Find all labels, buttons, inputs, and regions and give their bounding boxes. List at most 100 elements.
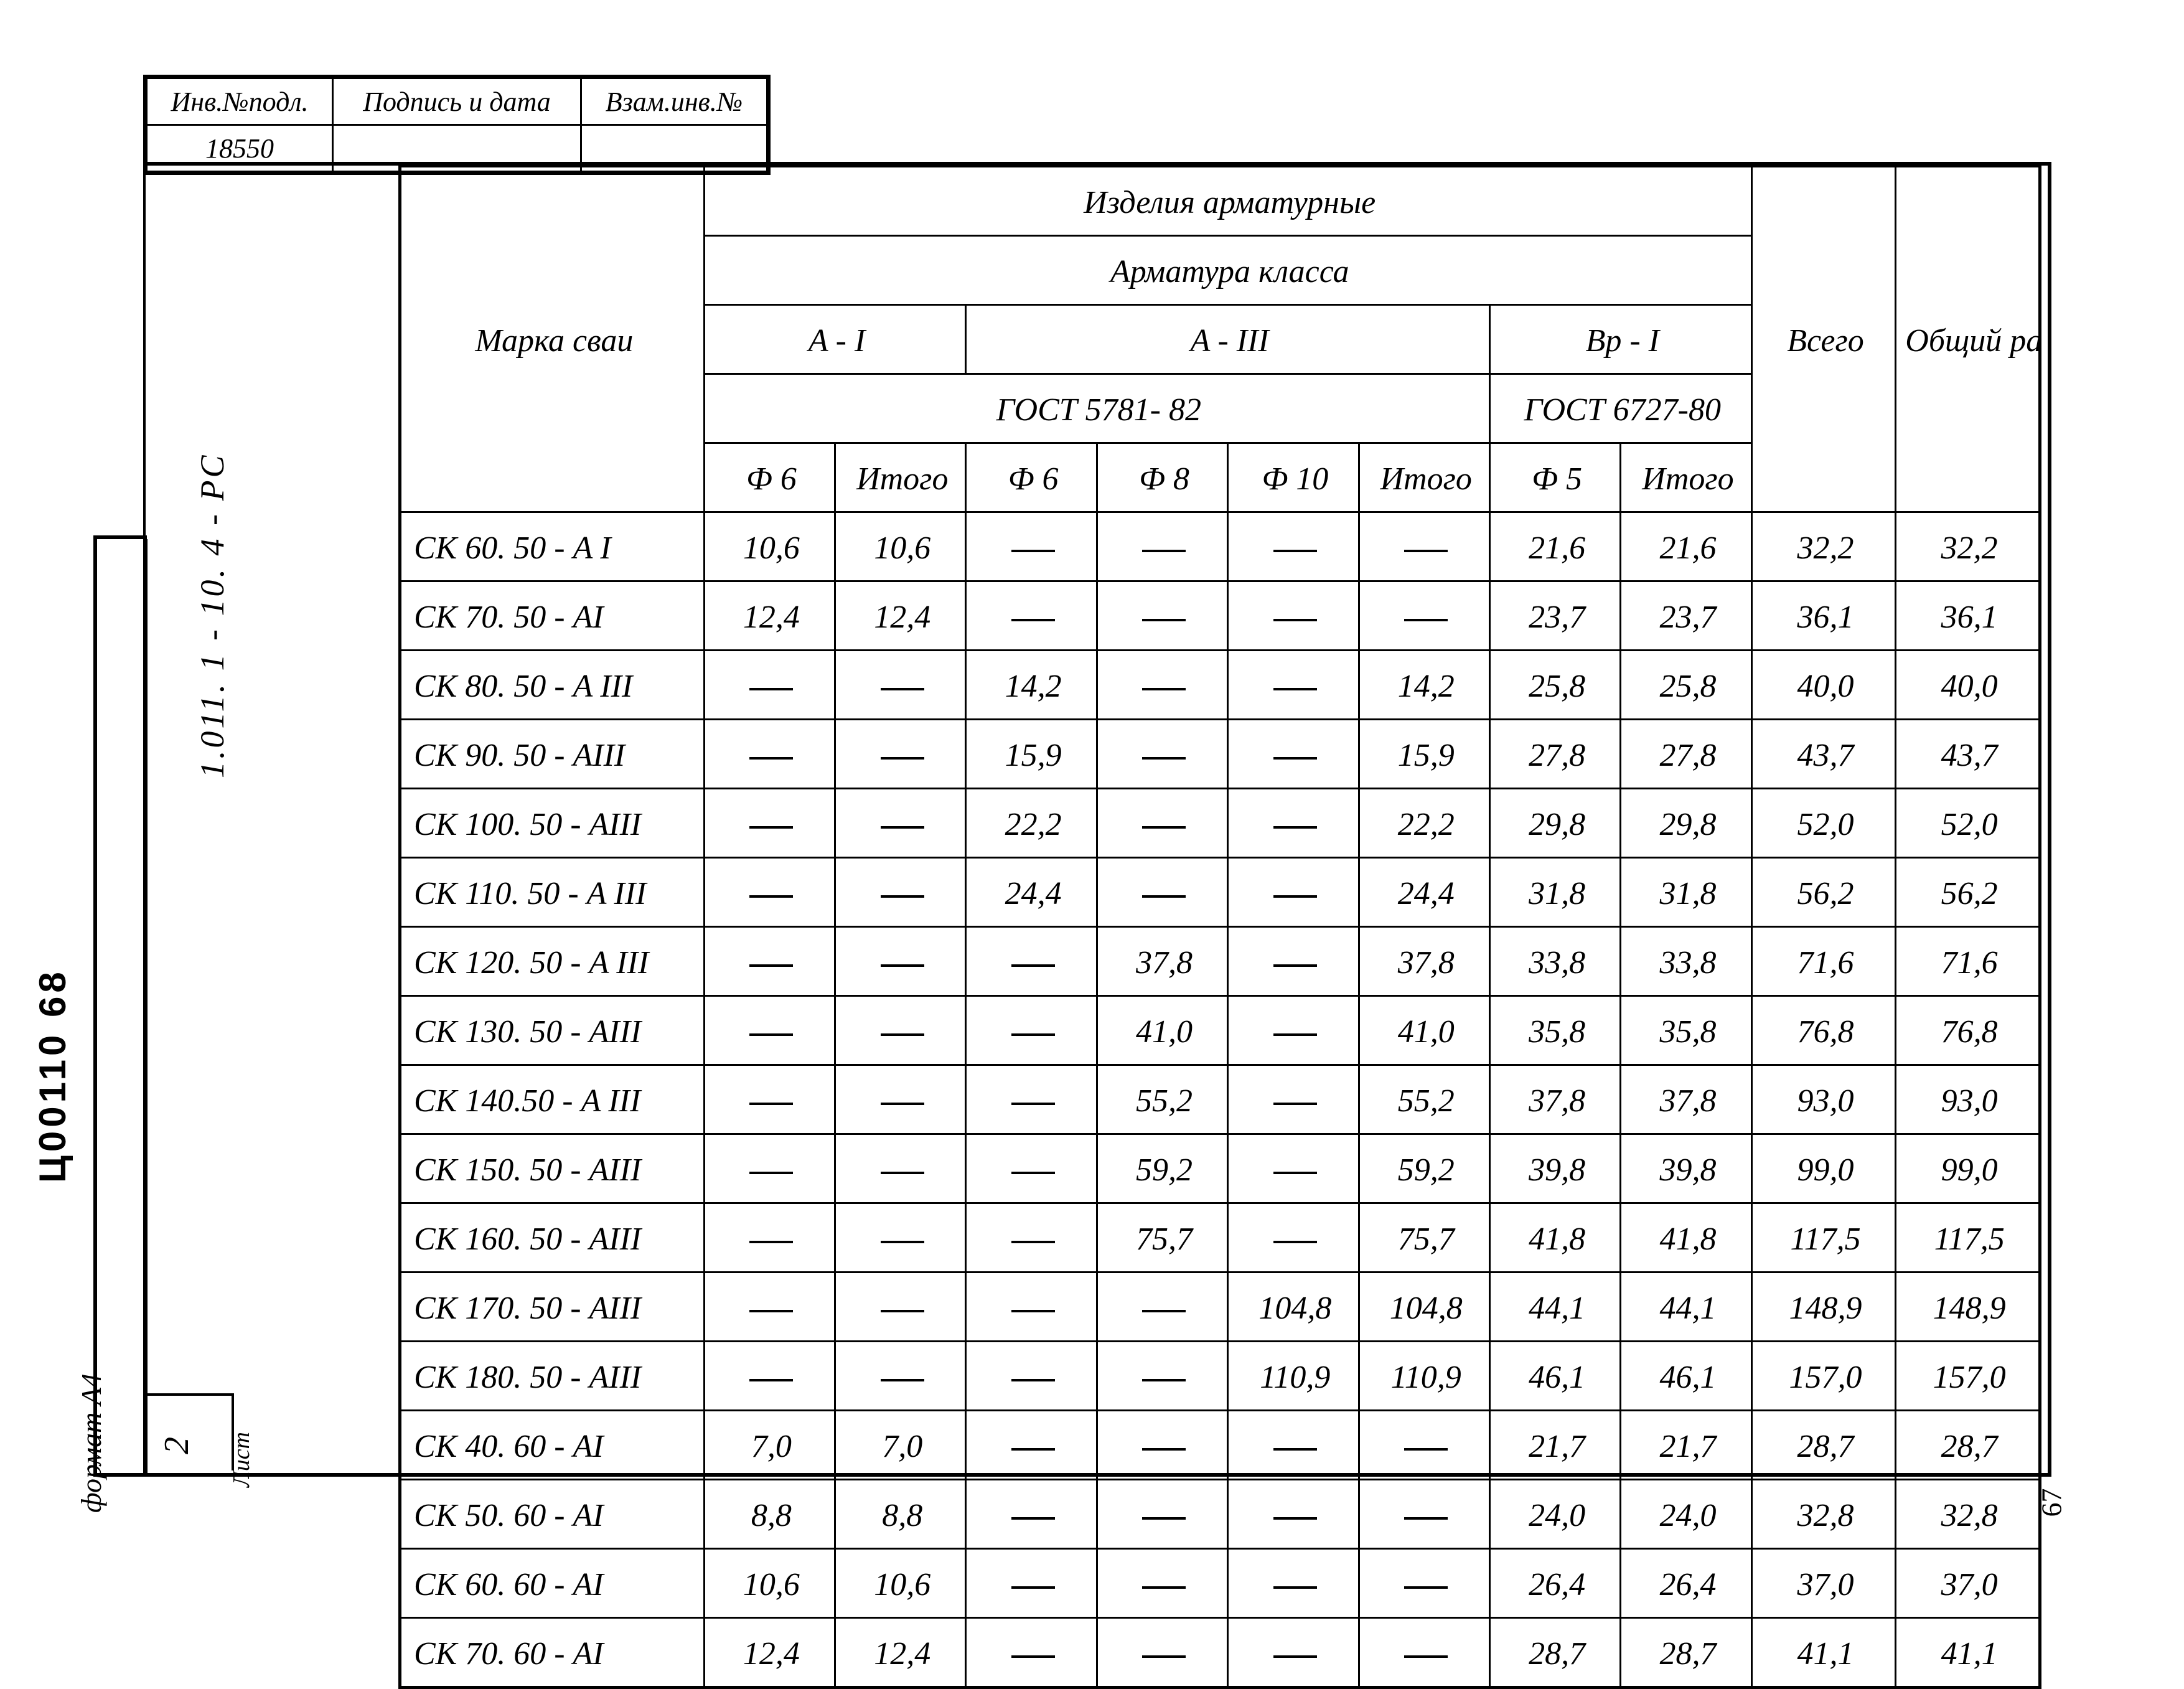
hdr-a3-d10: Ф 10: [1228, 443, 1359, 512]
cell-a3_d8: [1097, 1273, 1227, 1342]
dash-icon: [881, 895, 924, 898]
cell-a3_it: [1359, 581, 1489, 651]
stamp-inv-no: 18550: [147, 125, 333, 172]
cell-bp_it: 23,7: [1621, 581, 1751, 651]
cell-mark: СК 120. 50 - A III: [400, 927, 705, 996]
cell-a3_d6: [966, 1273, 1097, 1342]
cell-a3_it: [1359, 1618, 1489, 1688]
cell-grand: 56,2: [1896, 858, 2040, 927]
cell-a1_d6: [704, 789, 835, 858]
cell-a1_d6: [704, 1203, 835, 1273]
dash-icon: [1273, 1655, 1317, 1658]
dash-icon: [749, 826, 793, 829]
cell-a1_d6: 7,0: [704, 1411, 835, 1480]
cell-a1_it: [835, 1134, 966, 1203]
table-row: СК 160. 50 - AIII75,775,741,841,8117,511…: [400, 1203, 2040, 1273]
dash-icon: [1404, 1448, 1448, 1451]
dash-icon: [1011, 1517, 1055, 1520]
table-row: СК 170. 50 - AIII104,8104,844,144,1148,9…: [400, 1273, 2040, 1342]
cell-bp_d5: 29,8: [1489, 789, 1620, 858]
dash-icon: [1273, 757, 1317, 760]
hdr-gost2: ГОСТ 6727-80: [1489, 374, 1751, 443]
table-row: СК 70. 50 - AI12,412,423,723,736,136,1: [400, 581, 2040, 651]
dash-icon: [749, 1172, 793, 1174]
dash-icon: [749, 1379, 793, 1381]
hdr-bp-it: Итого: [1621, 443, 1751, 512]
cell-a3_d10: [1228, 996, 1359, 1065]
dash-icon: [1011, 1379, 1055, 1381]
cell-bp_d5: 31,8: [1489, 858, 1620, 927]
cell-tot: 32,2: [1751, 512, 1896, 581]
cell-tot: 28,7: [1751, 1411, 1896, 1480]
table-row: СК 50. 60 - AI8,88,824,024,032,832,8: [400, 1480, 2040, 1549]
dash-icon: [881, 964, 924, 967]
dash-icon: [881, 688, 924, 690]
cell-a3_d10: [1228, 720, 1359, 789]
cell-bp_it: 44,1: [1621, 1273, 1751, 1342]
dash-icon: [1142, 1448, 1186, 1451]
cell-a3_d6: [966, 1618, 1097, 1688]
dash-icon: [1011, 964, 1055, 967]
cell-bp_d5: 26,4: [1489, 1549, 1620, 1618]
cell-a3_d8: [1097, 512, 1227, 581]
format-label: формат А4: [75, 1373, 108, 1513]
dash-icon: [749, 1033, 793, 1036]
dash-icon: [1273, 1241, 1317, 1243]
dash-icon: [881, 1172, 924, 1174]
dash-icon: [1142, 895, 1186, 898]
cell-a3_d6: [966, 512, 1097, 581]
cell-bp_d5: 21,7: [1489, 1411, 1620, 1480]
cell-a3_d6: 22,2: [966, 789, 1097, 858]
dash-icon: [1273, 550, 1317, 552]
cell-a3_it: 41,0: [1359, 996, 1489, 1065]
cell-a3_d6: [966, 1480, 1097, 1549]
cell-a1_d6: [704, 927, 835, 996]
cell-a3_d6: 24,4: [966, 858, 1097, 927]
dash-icon: [1273, 1103, 1317, 1105]
cell-grand: 148,9: [1896, 1273, 2040, 1342]
cell-tot: 43,7: [1751, 720, 1896, 789]
cell-tot: 32,8: [1751, 1480, 1896, 1549]
dash-icon: [1273, 1517, 1317, 1520]
hdr-bp1: Bp - I: [1489, 305, 1751, 374]
col-total: Всего: [1751, 166, 1896, 512]
cell-a3_it: 15,9: [1359, 720, 1489, 789]
cell-tot: 40,0: [1751, 651, 1896, 720]
cell-mark: СК 50. 60 - AI: [400, 1480, 705, 1549]
cell-bp_it: 27,8: [1621, 720, 1751, 789]
cell-tot: 93,0: [1751, 1065, 1896, 1134]
cell-grand: 99,0: [1896, 1134, 2040, 1203]
dash-icon: [1273, 895, 1317, 898]
dash-icon: [1142, 826, 1186, 829]
dash-icon: [1011, 619, 1055, 621]
cell-bp_d5: 35,8: [1489, 996, 1620, 1065]
cell-bp_it: 21,7: [1621, 1411, 1751, 1480]
cell-tot: 148,9: [1751, 1273, 1896, 1342]
dash-icon: [881, 826, 924, 829]
cell-mark: СК 160. 50 - AIII: [400, 1203, 705, 1273]
cell-a1_it: [835, 651, 966, 720]
cell-bp_d5: 23,7: [1489, 581, 1620, 651]
stamp-h2: Подпись и дата: [333, 78, 581, 125]
cell-grand: 28,7: [1896, 1411, 2040, 1480]
dash-icon: [1273, 1586, 1317, 1589]
table-body: СК 60. 50 - A I10,610,621,621,632,232,2С…: [400, 512, 2040, 1688]
cell-a1_it: 12,4: [835, 1618, 966, 1688]
dash-icon: [1273, 688, 1317, 690]
cell-bp_it: 26,4: [1621, 1549, 1751, 1618]
dash-icon: [881, 1310, 924, 1312]
cell-a1_it: [835, 996, 966, 1065]
table-row: СК 60. 50 - A I10,610,621,621,632,232,2: [400, 512, 2040, 581]
cell-tot: 99,0: [1751, 1134, 1896, 1203]
cell-a3_d10: [1228, 1549, 1359, 1618]
cell-a1_it: [835, 1203, 966, 1273]
dash-icon: [1142, 619, 1186, 621]
dash-icon: [1142, 688, 1186, 690]
cell-a3_d6: 15,9: [966, 720, 1097, 789]
cell-a3_it: 59,2: [1359, 1134, 1489, 1203]
cell-a3_it: 75,7: [1359, 1203, 1489, 1273]
hdr-title-mid: Арматура класса: [704, 236, 1751, 305]
sheet-number: 2: [157, 1437, 197, 1454]
hdr-bp-d5: Ф 5: [1489, 443, 1620, 512]
cell-bp_d5: 28,7: [1489, 1618, 1620, 1688]
